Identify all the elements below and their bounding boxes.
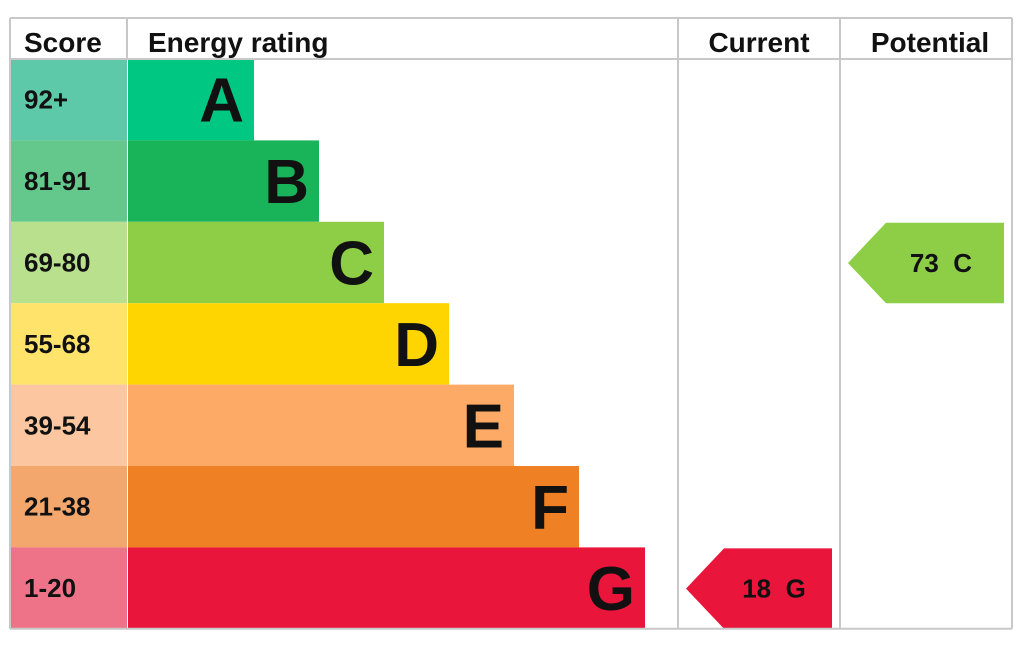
score-range-g: 1-20	[24, 573, 76, 603]
header-potential: Potential	[871, 27, 989, 58]
score-range-c: 69-80	[24, 248, 91, 278]
band-bar-c	[128, 221, 384, 304]
score-range-e: 39-54	[24, 410, 91, 440]
potential-rating-label: 73 C	[910, 248, 972, 278]
band-letter-g: G	[587, 555, 635, 624]
score-range-d: 55-68	[24, 329, 91, 359]
potential-rating-arrow	[848, 222, 1004, 304]
header-energy-rating: Energy rating	[148, 27, 328, 58]
band-bar-a	[128, 59, 254, 141]
rating-arrows: 18 G 73 C	[686, 222, 1004, 629]
score-range-b: 81-91	[24, 166, 91, 196]
score-cell-g	[10, 547, 127, 629]
band-letter-a: A	[199, 67, 244, 136]
header-row: Score Energy rating Current Potential	[24, 27, 989, 58]
score-range-a: 92+	[24, 85, 68, 115]
band-bar-g	[128, 547, 645, 629]
header-score: Score	[24, 27, 102, 58]
current-rating-arrow	[686, 548, 832, 629]
score-range-f: 21-38	[24, 492, 91, 522]
band-letter-f: F	[531, 474, 569, 543]
band-letter-d: D	[394, 311, 439, 380]
band-bar-e	[128, 384, 514, 466]
score-cell-e	[10, 384, 127, 466]
table-grid	[9, 17, 1013, 630]
score-cell-d	[10, 303, 127, 385]
score-cell-b	[10, 140, 127, 222]
band-letter-e: E	[463, 392, 504, 461]
current-rating-label: 18 G	[742, 574, 806, 604]
score-cell-c	[10, 221, 127, 304]
band-letter-c: C	[329, 230, 374, 299]
score-cell-f	[10, 466, 127, 548]
header-current: Current	[708, 27, 809, 58]
band-bar-d	[128, 303, 449, 385]
band-letter-b: B	[264, 148, 309, 217]
band-bar-f	[128, 466, 579, 548]
rating-bands: 92+ A 81-91 B 69-80 C 55-68 D 39-54 E 21-38 F 1-20 G	[10, 59, 645, 629]
band-bar-b	[128, 140, 319, 222]
score-cell-a	[10, 59, 127, 141]
